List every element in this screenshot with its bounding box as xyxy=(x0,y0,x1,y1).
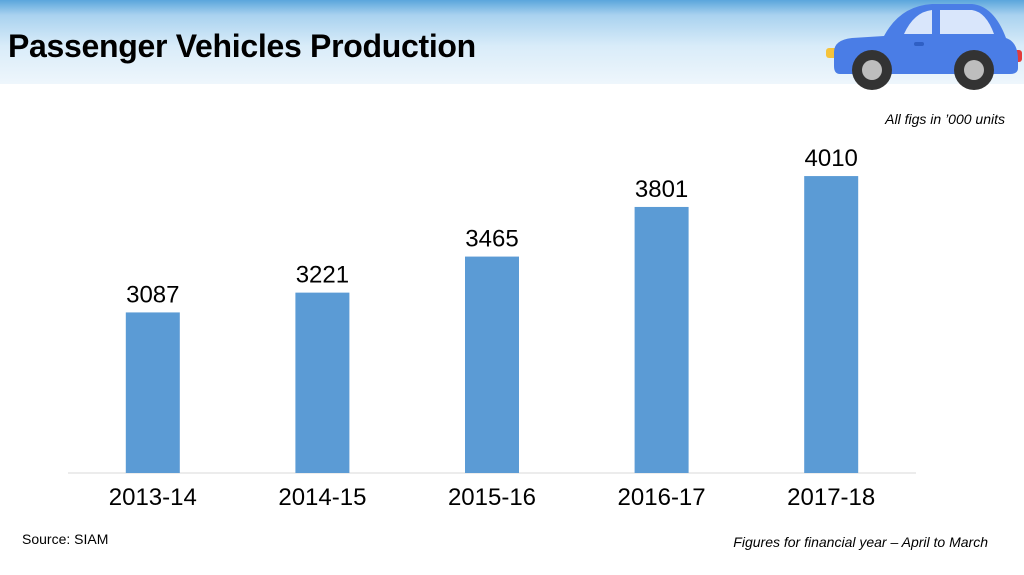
x-tick-label-2016-17: 2016-17 xyxy=(618,484,706,511)
x-tick-label-2017-18: 2017-18 xyxy=(787,484,875,511)
bar-2016-17 xyxy=(634,206,689,473)
page-title: Passenger Vehicles Production xyxy=(8,28,476,64)
x-tick-label-2015-16: 2015-16 xyxy=(448,484,536,511)
data-label-2015-16: 3465 xyxy=(465,226,518,253)
bar-2015-16 xyxy=(465,256,519,473)
bar-2013-14 xyxy=(125,312,180,473)
units-note: All figs in ’000 units xyxy=(885,111,1005,127)
data-label-2013-14: 3087 xyxy=(126,281,179,308)
x-tick-label-2014-15: 2014-15 xyxy=(278,484,366,511)
x-tick-label-2013-14: 2013-14 xyxy=(109,484,197,511)
header-banner: Passenger Vehicles Production xyxy=(0,0,1024,90)
data-label-2017-18: 4010 xyxy=(805,145,858,172)
data-label-2016-17: 3801 xyxy=(635,176,688,203)
car-icon xyxy=(826,4,1022,90)
bar-chart: 3087 2013-14 3221 2014-15 3465 2015-16 3801 201… xyxy=(68,145,916,511)
source-note: Source: SIAM xyxy=(22,531,109,547)
bar-2014-15 xyxy=(295,292,350,473)
footnote: Figures for financial year – April to Ma… xyxy=(733,534,988,550)
data-label-2014-15: 3221 xyxy=(296,262,349,289)
bar-2017-18 xyxy=(804,176,859,473)
